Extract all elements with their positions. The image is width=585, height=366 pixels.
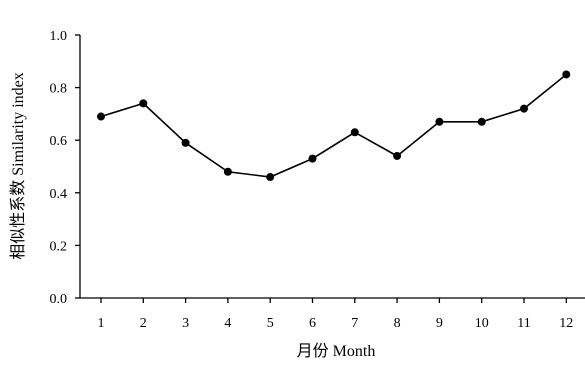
data-point <box>477 117 486 126</box>
y-axis-label: 相似性系数 Similarity index <box>9 72 27 260</box>
y-tick-label: 0.4 <box>50 187 68 202</box>
data-point <box>393 151 402 160</box>
x-tick-label: 12 <box>559 316 573 331</box>
x-tick-label: 6 <box>309 316 316 331</box>
data-point <box>435 117 444 126</box>
x-tick-label: 1 <box>98 316 105 331</box>
x-tick-label: 9 <box>436 316 443 331</box>
data-point <box>266 173 275 182</box>
x-tick-label: 2 <box>140 316 147 331</box>
x-tick-label: 3 <box>182 316 189 331</box>
data-point <box>350 128 359 137</box>
x-tick-label: 10 <box>475 316 489 331</box>
series <box>97 70 571 182</box>
y-tick-label: 0.0 <box>50 292 68 307</box>
y-tick-label: 0.2 <box>50 239 68 254</box>
y-tick-label: 0.6 <box>50 134 68 149</box>
data-point <box>97 112 105 121</box>
data-point <box>223 167 232 176</box>
data-point <box>520 104 528 113</box>
x-tick-label: 5 <box>267 316 274 331</box>
x-tick-label: 8 <box>394 316 401 331</box>
data-point <box>139 99 148 108</box>
x-tick-label: 4 <box>224 316 231 331</box>
series-line <box>100 73 567 178</box>
ticks: 0.00.20.40.60.81.01 2 3 4 5 6 7 8 9 10 11 12 <box>50 29 574 331</box>
y-tick-label: 0.8 <box>50 82 68 97</box>
data-point <box>181 138 190 147</box>
axes <box>79 35 585 299</box>
data-point <box>562 70 571 79</box>
x-tick-label: 11 <box>517 316 530 331</box>
x-axis-label: 月份 Month <box>297 342 376 360</box>
x-tick-label: 7 <box>351 316 358 331</box>
data-point <box>308 154 317 163</box>
y-tick-label: 1.0 <box>50 29 68 44</box>
